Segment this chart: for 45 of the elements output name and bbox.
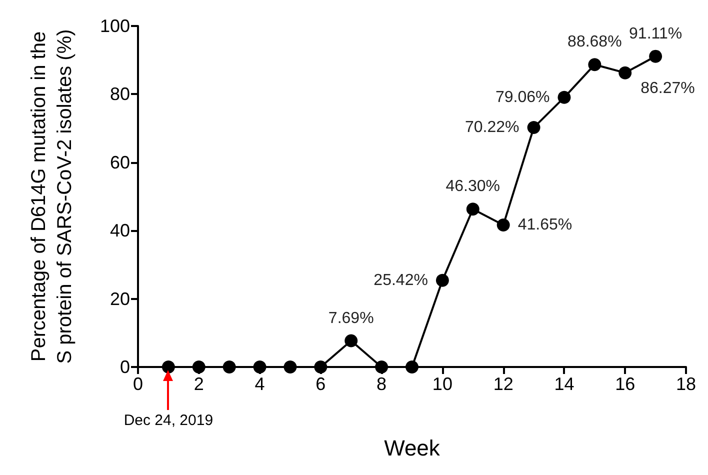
annotation: Dec 24, 2019 [122, 412, 214, 429]
data-label: 7.69% [328, 310, 374, 327]
data-label: 41.65% [518, 216, 572, 234]
y-tick-label: 80 [110, 84, 130, 104]
x-tick-label: 10 [432, 374, 452, 394]
y-tick-label: 40 [110, 220, 130, 241]
y-tick-label: 20 [110, 288, 130, 309]
point [162, 360, 175, 374]
x-tick-label: 4 [254, 374, 265, 394]
y-tick-label: 100 [100, 16, 130, 36]
point [375, 360, 388, 374]
point [496, 218, 510, 232]
data-label: 88.68% [568, 34, 622, 51]
data-label: 79.06% [495, 88, 550, 106]
x-tick-label: 14 [554, 374, 574, 394]
point [649, 50, 662, 63]
point [253, 360, 266, 374]
data-label: 70.22% [465, 119, 520, 136]
data-label: 91.11% [629, 25, 682, 42]
point [344, 334, 358, 348]
x-tick-label: 6 [316, 374, 326, 394]
x-tick-label: 0 [132, 374, 144, 394]
point [527, 121, 540, 134]
x-tick-label: 8 [376, 374, 387, 394]
point [406, 360, 418, 374]
y-axis-title: Percentage of D614G mutation in the S protein of SARS-CoV-2 isolates (%) [28, 29, 76, 364]
x-tick-label: 12 [493, 374, 514, 394]
data-label: 86.27% [640, 80, 695, 97]
point [618, 66, 632, 80]
y-tick-label: 0 [120, 357, 130, 377]
data-label: 25.42% [374, 272, 428, 289]
x-tick-label: 18 [676, 374, 696, 394]
point [466, 202, 480, 216]
y-tick-label: 60 [110, 152, 130, 172]
point [314, 360, 328, 374]
point [284, 360, 297, 374]
x-axis-title: Week [384, 436, 441, 460]
point [436, 274, 449, 287]
x-tick-label: 16 [615, 374, 636, 394]
point [192, 360, 206, 374]
x-tick-label: 2 [194, 374, 204, 394]
data-label: 46.30% [446, 178, 500, 196]
point [558, 90, 571, 104]
point [588, 58, 602, 72]
point [222, 360, 236, 374]
